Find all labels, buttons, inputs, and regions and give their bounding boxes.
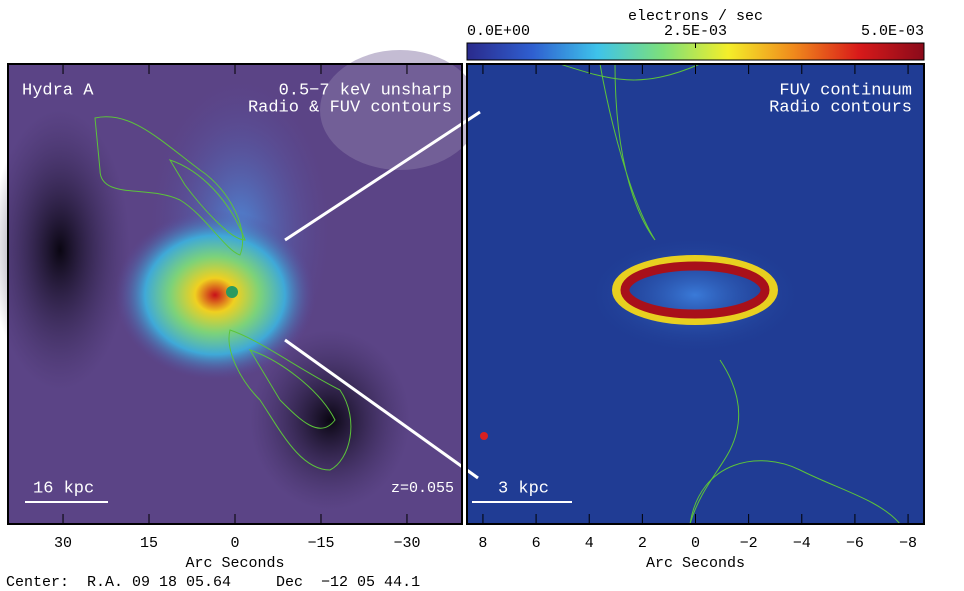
x-tick-label: 6 <box>532 535 541 552</box>
x-tick-label: 15 <box>140 535 158 552</box>
colorbar-tick-label: 5.0E-03 <box>861 23 924 40</box>
x-tick-label: 0 <box>230 535 239 552</box>
annotation: Radio contours <box>769 98 912 117</box>
x-tick-label: 0 <box>691 535 700 552</box>
figure: Hydra A 0.5−7 keV unsharp Radio & FUV co… <box>0 0 964 591</box>
fuv-image <box>467 64 924 524</box>
caption: Center: R.A. 09 18 05.64 Dec −12 05 44.1 <box>6 574 420 591</box>
x-tick-label: −8 <box>899 535 917 552</box>
x-tick-label: 4 <box>585 535 594 552</box>
x-tick-label: −4 <box>793 535 811 552</box>
x-tick-label: 8 <box>478 535 487 552</box>
annotation: Radio & FUV contours <box>248 98 452 117</box>
annotation: Hydra A <box>22 81 94 100</box>
xray-image <box>0 50 480 524</box>
x-tick-label: −15 <box>307 535 334 552</box>
x-tick-label: −30 <box>393 535 420 552</box>
annotation: z=0.055 <box>391 480 454 497</box>
x-axis-label: Arc Seconds <box>646 555 745 572</box>
x-tick-label: 2 <box>638 535 647 552</box>
colorbar-title: electrons / sec <box>628 8 763 25</box>
x-tick-label: −2 <box>740 535 758 552</box>
colorbar-tick-label: 0.0E+00 <box>467 23 530 40</box>
x-tick-label: 30 <box>54 535 72 552</box>
colorbar-tick-label: 2.5E-03 <box>664 23 727 40</box>
x-tick-label: −6 <box>846 535 864 552</box>
annotation: 3 kpc <box>498 479 549 498</box>
x-axis-label: Arc Seconds <box>185 555 284 572</box>
annotation: 16 kpc <box>33 479 94 498</box>
